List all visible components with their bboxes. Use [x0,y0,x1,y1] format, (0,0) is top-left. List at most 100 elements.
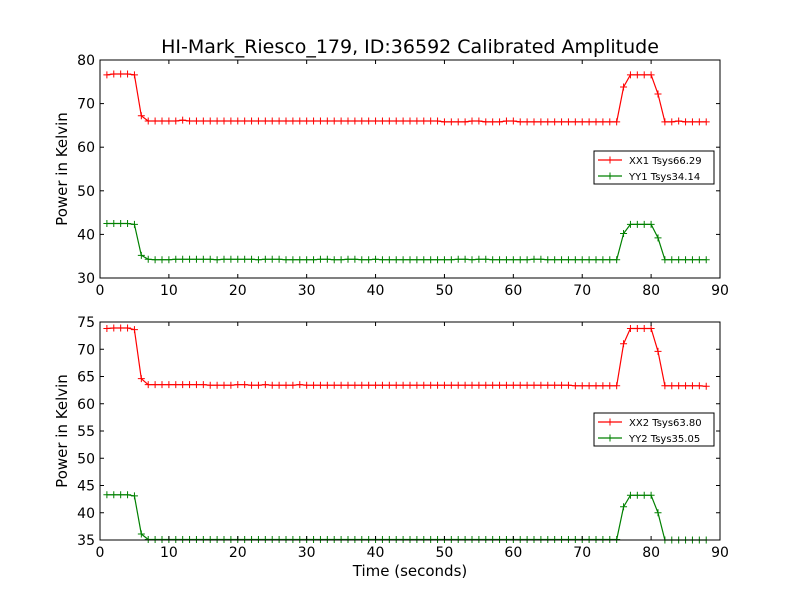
data-point [275,117,283,125]
data-point [626,71,634,79]
data-point [172,117,180,125]
data-point [489,118,497,126]
data-point [316,381,324,389]
data-point [675,382,683,390]
data-point [454,118,462,126]
data-point [461,535,469,543]
data-point [702,382,710,390]
data-point [110,70,118,78]
data-point [496,256,504,264]
data-point [571,382,579,390]
x-tick-label: 30 [298,283,316,299]
data-point [468,381,476,389]
data-point [440,256,448,264]
data-point [606,118,614,126]
data-point [654,347,662,355]
data-point [606,256,614,264]
data-point [613,256,621,264]
data-point [261,117,269,125]
data-point [454,381,462,389]
data-point [385,381,393,389]
data-point [344,535,352,543]
data-point [248,381,256,389]
data-point [509,256,517,264]
top-ylabel: Power in Kelvin [53,112,71,226]
data-point [523,535,531,543]
bottom-xlabel: Time (seconds) [352,562,468,580]
data-point [399,117,407,125]
data-point [502,535,510,543]
data-point [282,256,290,264]
data-point [323,255,331,263]
data-point [585,382,593,390]
data-point [296,117,304,125]
data-point [351,381,359,389]
y-tick-label: 80 [77,53,95,69]
data-point [688,256,696,264]
legend-label: XX1 Tsys66.29 [629,156,702,167]
data-point [268,255,276,263]
data-point [351,535,359,543]
data-point [192,255,200,263]
y-tick-label: 70 [77,342,95,358]
data-point [558,118,566,126]
data-point [585,256,593,264]
data-point [137,375,145,383]
data-point [365,535,373,543]
data-point [420,381,428,389]
data-point [544,256,552,264]
data-point [179,381,187,389]
legend-item: YY1 Tsys34.14 [598,172,700,183]
y-tick-label: 65 [77,370,95,386]
data-point [516,118,524,126]
data-point [275,255,283,263]
data-point [358,381,366,389]
data-point [296,381,304,389]
data-point [695,382,703,390]
data-point [213,535,221,543]
data-point [137,530,145,538]
x-tick-label: 40 [367,545,385,561]
data-point [695,256,703,264]
data-point [468,117,476,125]
data-point [323,535,331,543]
legend: XX1 Tsys66.29 YY1 Tsys34.14 [593,150,715,185]
x-tick-label: 0 [96,545,105,561]
data-point [179,116,187,124]
data-point [482,255,490,263]
data-point [661,382,669,390]
data-point [537,255,545,263]
y-tick-label: 40 [77,227,95,243]
data-point [303,381,311,389]
series-1-2 [103,220,710,264]
data-point [523,118,531,126]
data-point [206,117,214,125]
data-point [268,117,276,125]
data-point [172,381,180,389]
data-point [282,381,290,389]
data-point [564,256,572,264]
y-tick-label: 50 [77,184,95,200]
data-point [447,256,455,264]
data-point [434,256,442,264]
data-point [592,535,600,543]
axes-frame [99,59,721,279]
data-point [592,256,600,264]
x-tick-label: 10 [160,283,178,299]
data-point [688,118,696,126]
data-point [558,535,566,543]
data-point [482,381,490,389]
data-point [330,381,338,389]
data-point [165,117,173,125]
data-point [626,220,634,228]
data-point [392,256,400,264]
data-point [509,381,517,389]
data-point [220,255,228,263]
data-point [254,535,262,543]
data-point [654,509,662,517]
y-tick-label: 75 [77,315,95,331]
data-point [702,256,710,264]
data-point [227,535,235,543]
data-point [248,117,256,125]
data-point [613,382,621,390]
